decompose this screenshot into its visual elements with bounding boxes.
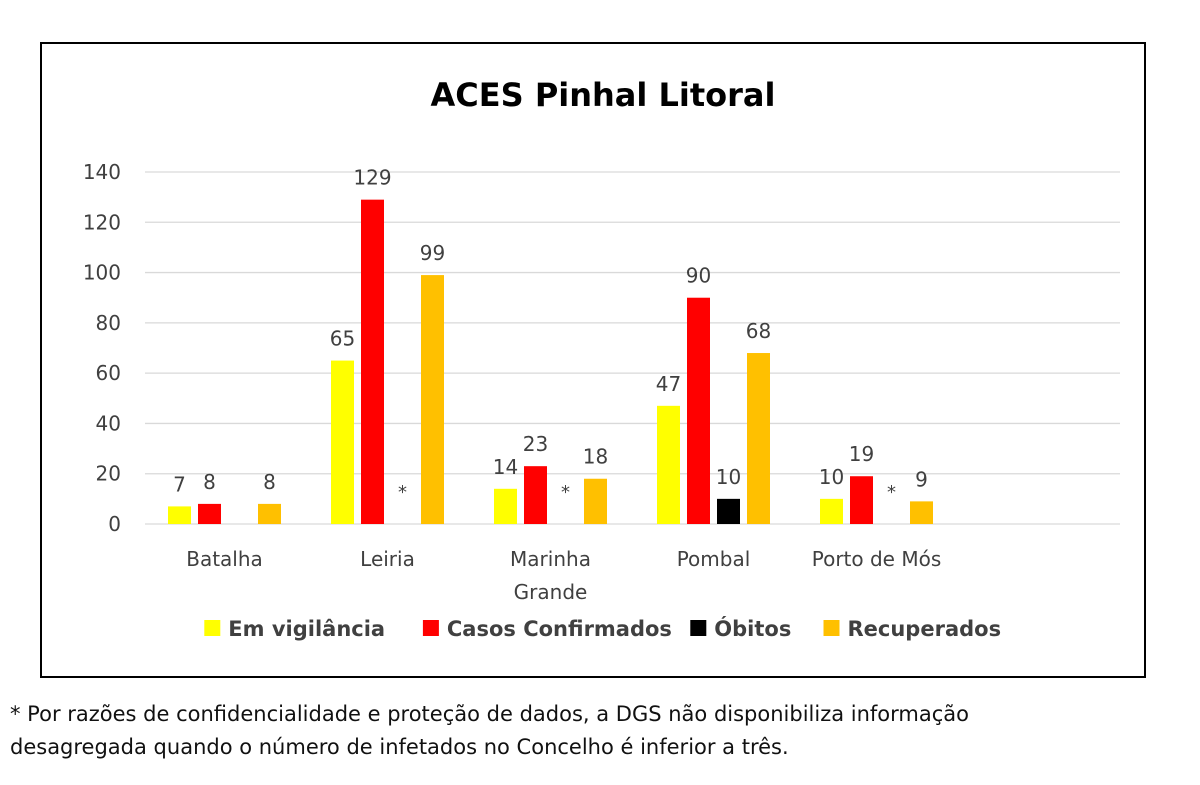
data-label: 90 bbox=[686, 264, 711, 288]
x-tick-label: Grande bbox=[514, 580, 588, 604]
data-label: 18 bbox=[583, 445, 608, 469]
x-tick-label: Porto de Mós bbox=[812, 547, 942, 571]
data-label: 99 bbox=[420, 241, 445, 265]
data-label: 129 bbox=[353, 166, 391, 190]
bar bbox=[687, 297, 710, 524]
data-label: 19 bbox=[849, 442, 874, 466]
bar bbox=[421, 275, 444, 524]
x-tick-label: Leiria bbox=[360, 547, 415, 571]
x-tick-label: Marinha bbox=[510, 547, 591, 571]
bar bbox=[258, 503, 281, 524]
legend-swatch bbox=[823, 620, 840, 636]
data-label: 47 bbox=[656, 372, 681, 396]
annotation-asterisk: * bbox=[561, 482, 570, 503]
bar bbox=[494, 488, 517, 524]
y-axis-ticks: 0 20 40 60 80 100 120 140 bbox=[83, 160, 121, 536]
data-label: 10 bbox=[716, 465, 741, 489]
y-tick-label: 20 bbox=[96, 462, 121, 486]
bar bbox=[717, 498, 740, 524]
legend-label: Óbitos bbox=[714, 616, 791, 641]
bar bbox=[657, 405, 680, 524]
legend-swatch bbox=[690, 620, 707, 636]
bar bbox=[198, 503, 221, 524]
annotation-asterisk: * bbox=[887, 482, 896, 503]
gridlines bbox=[145, 171, 1120, 525]
chart-title: ACES Pinhal Litoral bbox=[431, 76, 776, 114]
legend-label: Recuperados bbox=[848, 617, 1002, 641]
footnote-line-1: * Por razões de confidencialidade e prot… bbox=[10, 702, 970, 726]
x-tick-label: Batalha bbox=[186, 547, 263, 571]
legend-swatch bbox=[204, 620, 221, 636]
bar bbox=[747, 353, 770, 524]
x-axis-ticks: Batalha Leiria Marinha Grande Pombal Porto de… bbox=[186, 547, 941, 604]
data-label: 23 bbox=[523, 432, 548, 456]
legend-label: Em vigilância bbox=[228, 617, 385, 641]
data-label: 68 bbox=[746, 319, 771, 343]
bar bbox=[361, 199, 384, 524]
data-label: 8 bbox=[203, 470, 216, 494]
data-label: 14 bbox=[493, 455, 518, 479]
y-tick-label: 120 bbox=[83, 210, 121, 234]
bar bbox=[584, 478, 607, 524]
bar bbox=[850, 476, 873, 524]
footnote: * Por razões de confidencialidade e prot… bbox=[10, 698, 1190, 764]
bars bbox=[168, 199, 933, 524]
data-label: 7 bbox=[173, 472, 186, 496]
y-tick-label: 140 bbox=[83, 160, 121, 184]
bar bbox=[331, 360, 354, 524]
bar bbox=[910, 501, 933, 524]
chart-frame: ACES Pinhal Litoral 0 20 40 60 80 100 120 140 7… bbox=[40, 42, 1146, 678]
bar bbox=[168, 506, 191, 524]
bar bbox=[524, 466, 547, 524]
legend-label: Casos Confirmados bbox=[447, 617, 672, 641]
y-tick-label: 0 bbox=[108, 512, 121, 536]
y-tick-label: 80 bbox=[96, 311, 121, 335]
data-label: 9 bbox=[915, 467, 928, 491]
data-label: 10 bbox=[819, 465, 844, 489]
data-label: 8 bbox=[263, 470, 276, 494]
bar-chart: ACES Pinhal Litoral 0 20 40 60 80 100 120 140 7… bbox=[83, 76, 1120, 641]
bar bbox=[820, 498, 843, 524]
y-tick-label: 40 bbox=[96, 411, 121, 435]
y-tick-label: 100 bbox=[83, 261, 121, 285]
legend: Em vigilância Casos Confirmados Óbitos Recu… bbox=[204, 616, 1001, 641]
annotation-asterisk: * bbox=[398, 482, 407, 503]
footnote-line-2: desagregada quando o número de infetados… bbox=[10, 735, 789, 759]
legend-swatch bbox=[422, 620, 439, 636]
y-tick-label: 60 bbox=[96, 361, 121, 385]
x-tick-label: Pombal bbox=[677, 547, 751, 571]
data-label: 65 bbox=[330, 327, 355, 351]
